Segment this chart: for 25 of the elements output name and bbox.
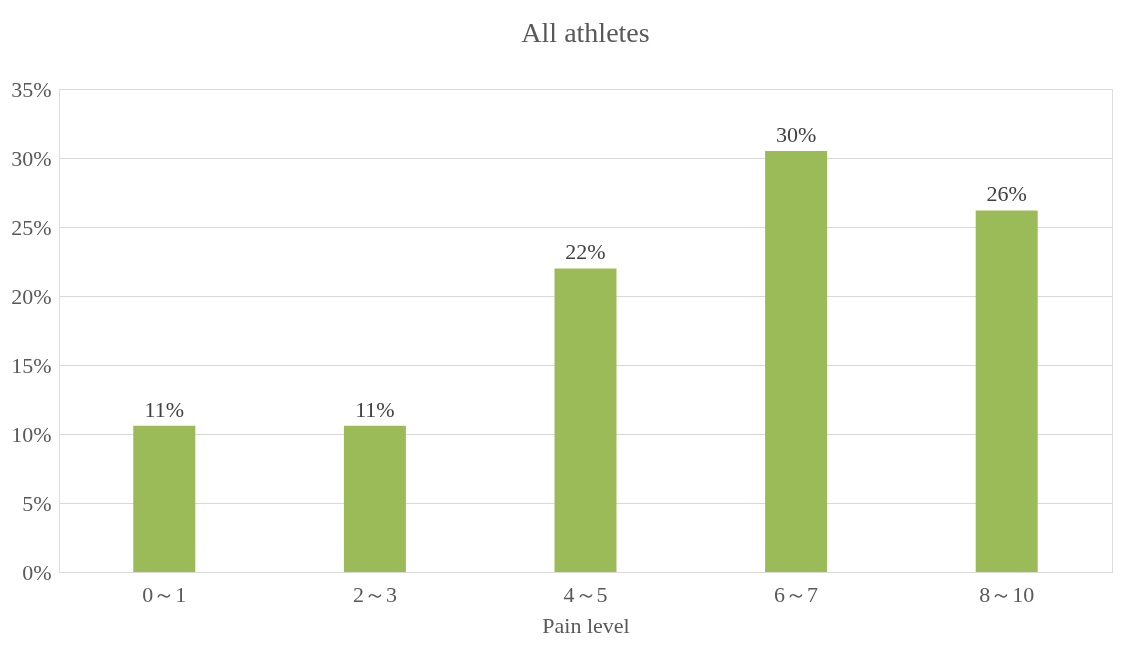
x-tick-label: 4～5 <box>563 581 608 607</box>
data-label: 30% <box>775 122 817 148</box>
y-tick-label: 15% <box>11 352 52 378</box>
y-tick-label: 10% <box>11 421 52 447</box>
bar <box>343 425 406 572</box>
data-label: 11% <box>144 396 185 422</box>
data-label: 11% <box>355 396 395 422</box>
y-tick-label: 20% <box>11 283 52 309</box>
y-tick-label: 5% <box>22 490 52 516</box>
bar <box>975 210 1038 572</box>
y-tick-label: 30% <box>11 145 52 171</box>
bar <box>133 425 196 572</box>
chart-title: All athletes <box>521 17 650 48</box>
y-tick-label: 0% <box>22 559 52 585</box>
x-tick-label: 6～7 <box>774 581 819 607</box>
y-tick-label: 35% <box>11 76 52 102</box>
bar <box>765 151 828 572</box>
x-tick-label: 0～1 <box>142 581 187 607</box>
x-axis-title: Pain level <box>542 612 630 638</box>
x-tick-label: 2～3 <box>352 581 397 607</box>
x-tick-label: 8～10 <box>979 581 1035 607</box>
data-label: 26% <box>986 181 1027 207</box>
y-tick-label: 25% <box>11 214 52 240</box>
bar <box>554 268 617 572</box>
data-label: 22% <box>565 239 606 265</box>
